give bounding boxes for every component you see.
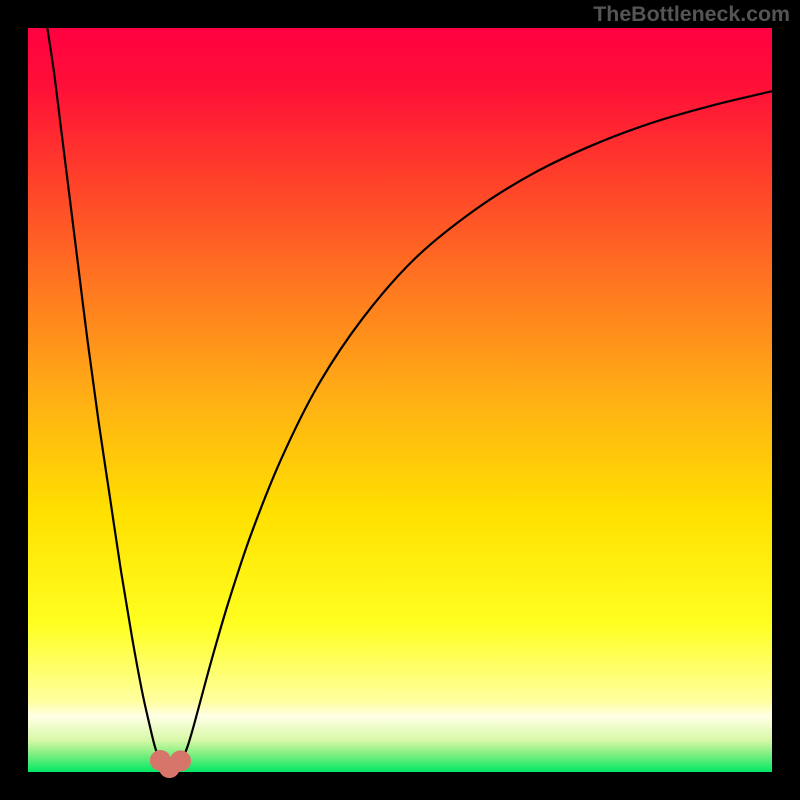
optimum-marker <box>171 751 191 771</box>
bottleneck-curve-chart <box>0 0 800 800</box>
gradient-background <box>28 28 772 772</box>
chart-container: TheBottleneck.com <box>0 0 800 800</box>
